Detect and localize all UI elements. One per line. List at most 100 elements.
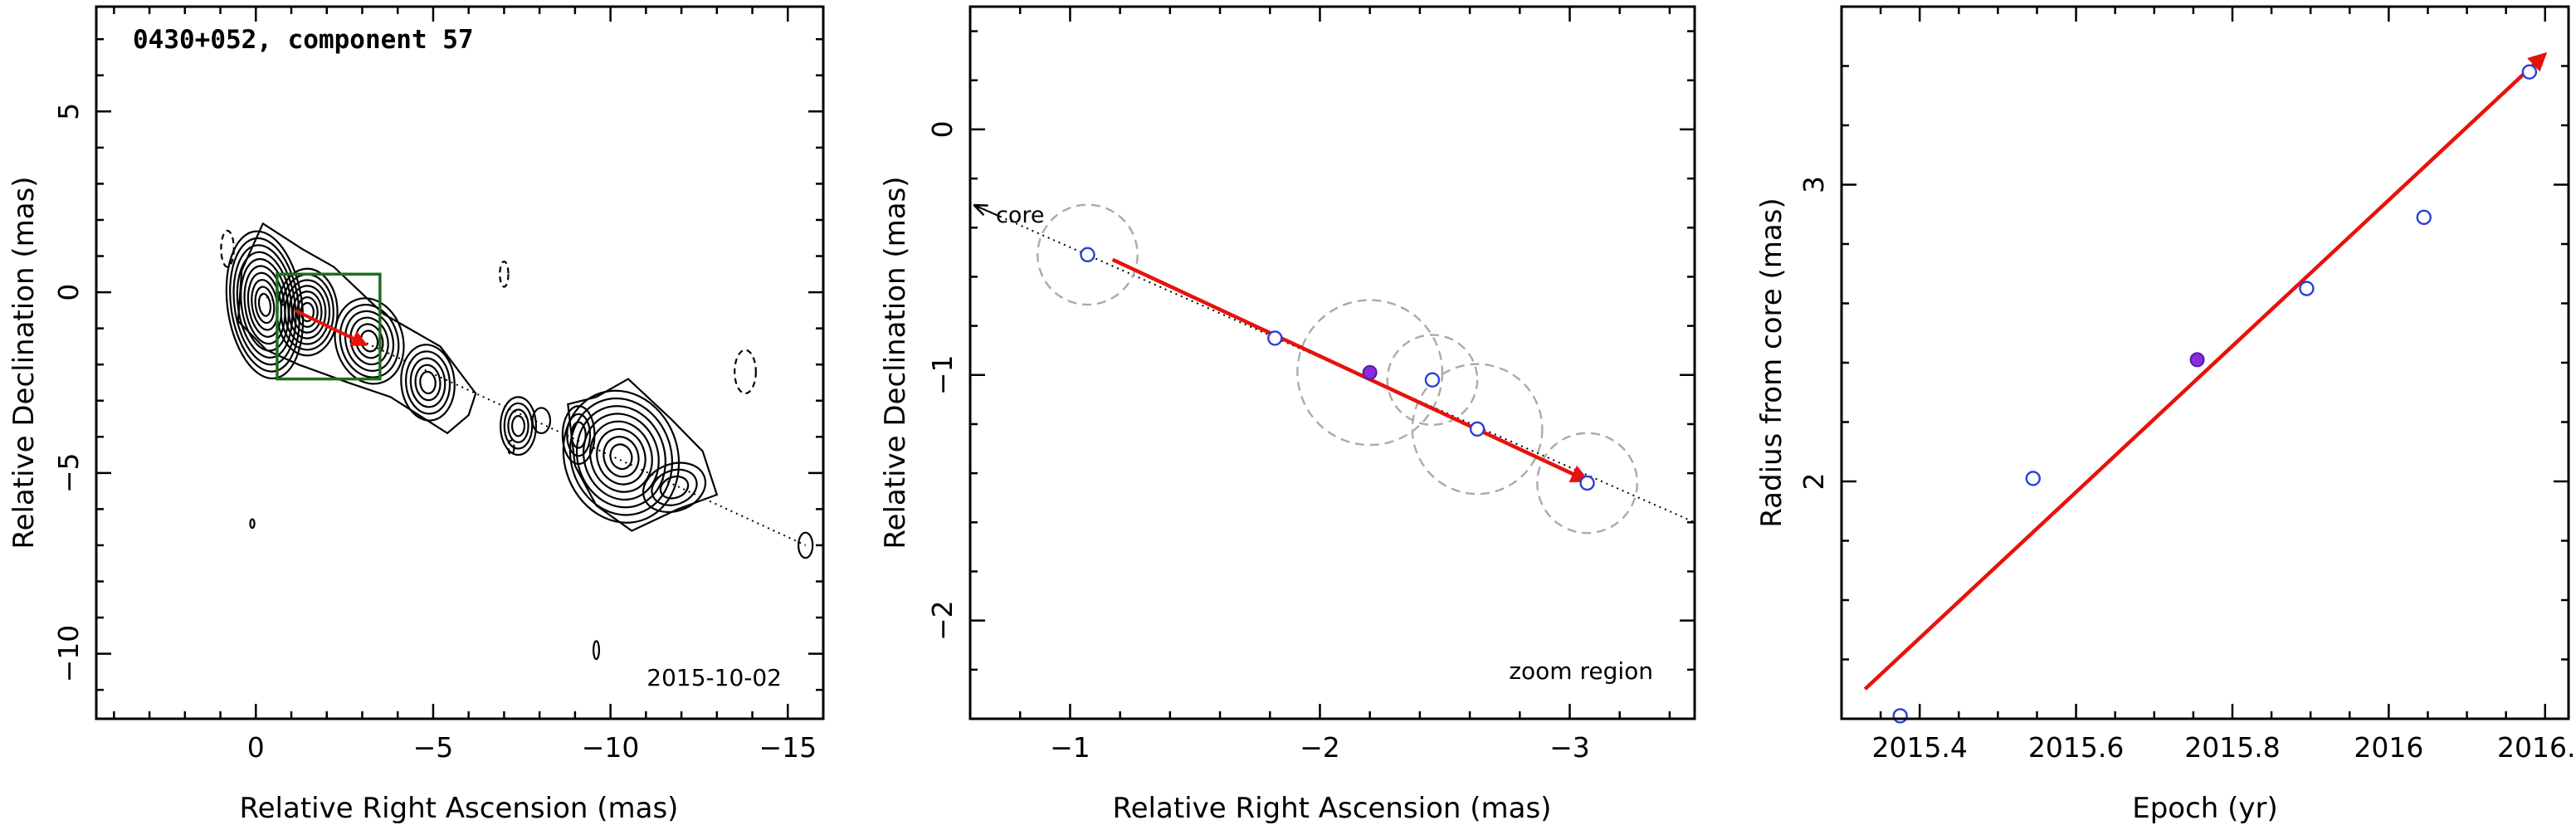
motion-vector-arrow xyxy=(1111,257,1590,483)
contour-level xyxy=(243,265,286,345)
contour-level xyxy=(651,468,698,506)
x-tick-label: −5 xyxy=(413,731,454,764)
contour-level xyxy=(582,413,660,501)
contour-level xyxy=(503,402,534,450)
data-point xyxy=(2025,471,2041,486)
x-tick-label: 2015.4 xyxy=(1871,731,1967,764)
contour-level xyxy=(246,271,283,338)
contour-level xyxy=(566,413,592,457)
x-tick-label: 2015.6 xyxy=(2028,731,2124,764)
position-uncertainty-circle xyxy=(1411,363,1544,496)
contour-level xyxy=(284,279,331,345)
fit-line-arrow xyxy=(1863,51,2548,691)
data-point xyxy=(2521,64,2538,80)
position-uncertainty-circle xyxy=(1037,203,1139,306)
contour-level xyxy=(414,364,442,402)
data-point xyxy=(1892,708,1908,724)
contour-isolated xyxy=(797,531,814,559)
y-axis-label: Relative Declination (mas) xyxy=(879,176,912,549)
negative-contour xyxy=(220,229,235,268)
data-point xyxy=(1424,372,1441,388)
x-tick-label: 2016.2 xyxy=(2497,731,2576,764)
y-tick-label: 0 xyxy=(52,284,85,301)
contour-envelope xyxy=(567,378,719,532)
y-tick-label: 0 xyxy=(926,120,959,138)
plot-frame xyxy=(968,5,1696,720)
contour-level xyxy=(642,461,707,514)
tick-marks: 0 −5 −10 −15 5 0 −5 −10 xyxy=(52,7,825,764)
highlighted-data-point xyxy=(2189,352,2205,368)
contour-level xyxy=(344,310,395,372)
zoom-region-label: zoom region xyxy=(1509,657,1653,685)
contour-level xyxy=(603,436,640,478)
contour-level xyxy=(500,396,537,456)
contour-isolated xyxy=(249,518,256,530)
x-tick-label: −10 xyxy=(582,731,640,764)
data-point xyxy=(1080,247,1095,263)
y-tick-label: 5 xyxy=(52,103,85,120)
contour-level xyxy=(254,286,276,325)
panel-radius-vs-epoch: 2015.4 2015.6 2015.8 2016 2016.2 2 3 Epoch (yr… xyxy=(1755,5,2576,825)
negative-contour xyxy=(507,439,515,456)
x-axis-label: Relative Right Ascension (mas) xyxy=(240,792,679,825)
highlighted-data-point xyxy=(1362,364,1378,380)
contour-level xyxy=(609,443,633,471)
panel-zoom-region: −1 −2 −3 0 −1 −2 core zoom region Relative Ri… xyxy=(879,5,1696,825)
x-axis-label: Epoch (yr) xyxy=(2132,792,2278,825)
motion-vector-arrow xyxy=(294,309,368,347)
y-axis-label: Relative Declination (mas) xyxy=(7,176,41,549)
data-point xyxy=(1579,475,1595,491)
jet-direction-line xyxy=(255,291,807,546)
contour-level xyxy=(568,397,674,516)
x-tick-label: −1 xyxy=(1050,731,1090,764)
contour-level xyxy=(240,258,290,352)
y-axis-label: Radius from core (mas) xyxy=(1755,198,1788,527)
x-axis-label: Relative Right Ascension (mas) xyxy=(1113,792,1552,825)
y-tick-label: −5 xyxy=(52,453,85,494)
core-label: core xyxy=(996,203,1044,228)
contour-level xyxy=(596,427,646,486)
negative-contour xyxy=(734,349,757,395)
data-point xyxy=(1267,330,1283,346)
contour-level xyxy=(291,290,323,334)
contour-isolated xyxy=(592,640,601,661)
tick-marks: 2015.4 2015.6 2015.8 2016 2016.2 2 3 xyxy=(1798,5,2576,764)
contour-level xyxy=(409,357,446,408)
contour-level xyxy=(276,267,339,357)
data-point xyxy=(2416,209,2432,226)
contour-level xyxy=(288,285,327,339)
zoom-data-layer xyxy=(973,203,1695,535)
zoom-box xyxy=(276,272,382,381)
contour-level xyxy=(659,475,690,500)
data-point xyxy=(1469,421,1486,437)
radius-data-layer xyxy=(1863,51,2548,724)
y-tick-label: 3 xyxy=(1798,176,1830,193)
plot-frame xyxy=(1840,5,2570,720)
contour-level xyxy=(510,414,526,437)
tick-marks: −1 −2 −3 0 −1 −2 xyxy=(926,7,1695,764)
contour-level xyxy=(419,370,437,395)
contour-level xyxy=(405,350,451,415)
position-uncertainty-circle xyxy=(1296,299,1444,447)
position-uncertainty-circle xyxy=(1536,432,1638,535)
contour-map xyxy=(220,222,814,661)
contour-level xyxy=(562,389,681,524)
contour-level xyxy=(257,292,272,317)
x-tick-label: −2 xyxy=(1300,731,1340,764)
contour-level xyxy=(575,405,666,509)
x-tick-label: −3 xyxy=(1549,731,1590,764)
contour-level xyxy=(531,407,552,435)
contour-level xyxy=(334,297,405,385)
x-tick-label: 2015.8 xyxy=(2184,731,2280,764)
epoch-date-label: 2015-10-02 xyxy=(646,664,782,691)
negative-contour xyxy=(499,260,510,288)
overlay-layer xyxy=(255,272,807,546)
x-tick-label: 0 xyxy=(247,731,265,764)
data-point xyxy=(2299,281,2315,296)
contour-level xyxy=(589,420,653,493)
y-tick-label: 2 xyxy=(1798,473,1830,491)
x-tick-label: −15 xyxy=(759,731,817,764)
core-direction-arrow xyxy=(975,206,1001,217)
contour-level xyxy=(507,408,529,444)
